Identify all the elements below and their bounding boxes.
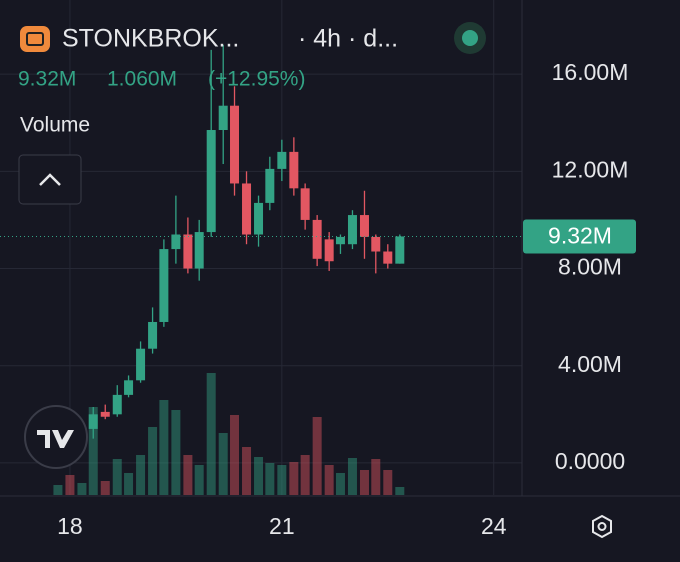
candle-body <box>371 236 381 252</box>
volume-bar <box>371 459 381 495</box>
candle-body <box>206 130 216 233</box>
volume-bar <box>88 407 98 495</box>
status-dot <box>462 30 478 46</box>
candle-body <box>136 348 146 381</box>
change-pct: (+12.95%) <box>208 68 305 91</box>
candle-body <box>312 219 322 259</box>
candle-body <box>124 380 134 395</box>
volume-bar <box>277 465 287 495</box>
y-tick-label: 8.00M <box>558 254 622 280</box>
candle-body <box>100 411 110 417</box>
volume-bar <box>148 427 158 495</box>
change: 1.060M <box>107 68 177 91</box>
y-tick-label: 12.00M <box>552 156 629 182</box>
candle-body <box>383 251 393 264</box>
chevron-up <box>39 173 61 186</box>
candle-body <box>112 394 122 415</box>
volume-bar <box>53 485 63 495</box>
candle-body <box>335 236 345 245</box>
volume-bar <box>359 470 369 495</box>
volume-bar <box>206 373 216 495</box>
volume-bar <box>171 410 181 495</box>
collapse-button[interactable] <box>18 154 82 205</box>
volume-bar <box>159 400 169 495</box>
briefcase <box>26 32 44 46</box>
symbol[interactable]: STONKBROK... <box>62 25 239 53</box>
volume-bar <box>183 455 193 495</box>
last-value: 9.32M <box>18 68 76 91</box>
x-tick-label: 18 <box>57 513 83 539</box>
last-price-tag <box>523 219 636 254</box>
volume-bar <box>254 457 264 495</box>
interval: · 4h · d... <box>298 25 398 53</box>
candle-body <box>300 188 310 220</box>
volume-bar <box>289 462 299 495</box>
candle-body <box>359 215 369 237</box>
candle-body <box>183 234 193 269</box>
volume-bar <box>65 475 75 495</box>
volume-bar <box>124 473 134 495</box>
volume-bar <box>230 415 240 495</box>
candle-body <box>242 183 252 235</box>
candle-body <box>289 151 299 189</box>
volume-bar <box>324 465 334 495</box>
volume-bar <box>395 487 405 495</box>
volume-bar <box>194 465 204 495</box>
candle-body <box>254 202 264 235</box>
symbol-icon <box>20 26 50 52</box>
x-tick-label: 21 <box>269 513 295 539</box>
candle-body <box>395 236 405 264</box>
candle-body <box>265 168 275 203</box>
x-tick-label: 24 <box>481 513 507 539</box>
volume-label: Volume <box>20 114 90 137</box>
settings-icon[interactable] <box>592 514 612 539</box>
volume-bar <box>136 455 146 495</box>
tv-mark <box>37 430 74 448</box>
volume-bar <box>100 481 110 495</box>
volume-bar <box>265 463 275 495</box>
volume-bar <box>383 470 393 495</box>
candle-body <box>88 414 98 429</box>
candle-body <box>324 239 334 262</box>
candle-body <box>159 249 169 322</box>
volume-bar <box>335 473 345 495</box>
candle-body <box>194 232 204 269</box>
volume-bar <box>77 483 87 495</box>
volume-bar <box>242 447 252 495</box>
candle-body <box>347 215 357 245</box>
volume-bar <box>300 455 310 495</box>
volume-bar <box>347 458 357 495</box>
candle-body <box>171 234 181 250</box>
candle-body <box>218 105 228 131</box>
candle-body <box>277 151 287 169</box>
settings-center <box>597 522 607 531</box>
y-tick-label: 0.0000 <box>555 448 625 474</box>
candle-body <box>230 105 240 184</box>
last-price-label: 9.32M <box>548 223 612 249</box>
y-tick-label: 4.00M <box>558 351 622 377</box>
volume-bar <box>112 459 122 495</box>
y-tick-label: 16.00M <box>552 59 629 85</box>
volume-bar <box>218 433 228 495</box>
candle-body <box>148 321 158 349</box>
volume-bar <box>312 417 322 495</box>
